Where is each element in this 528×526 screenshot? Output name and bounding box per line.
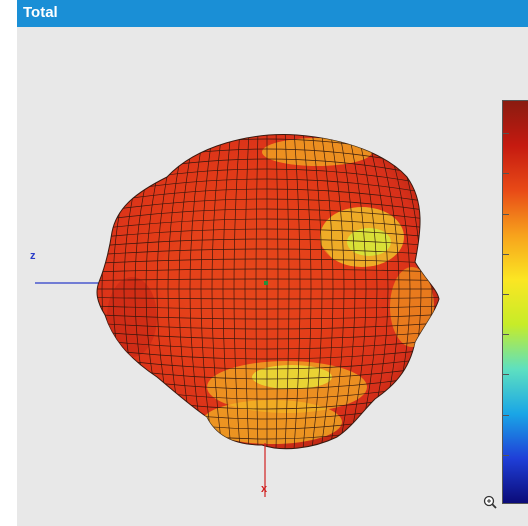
zoom-in-icon[interactable] [483, 495, 497, 512]
colorbar [502, 100, 528, 504]
radiation-pattern-plot[interactable] [17, 27, 528, 526]
plot-panel: Total [17, 0, 528, 526]
window-title: Total [23, 4, 58, 21]
title-bar: Total [17, 0, 528, 27]
origin-marker [264, 281, 268, 285]
x-axis-label: x [261, 483, 268, 495]
z-axis-label: z [30, 250, 36, 262]
3d-viewport[interactable] [17, 27, 528, 526]
